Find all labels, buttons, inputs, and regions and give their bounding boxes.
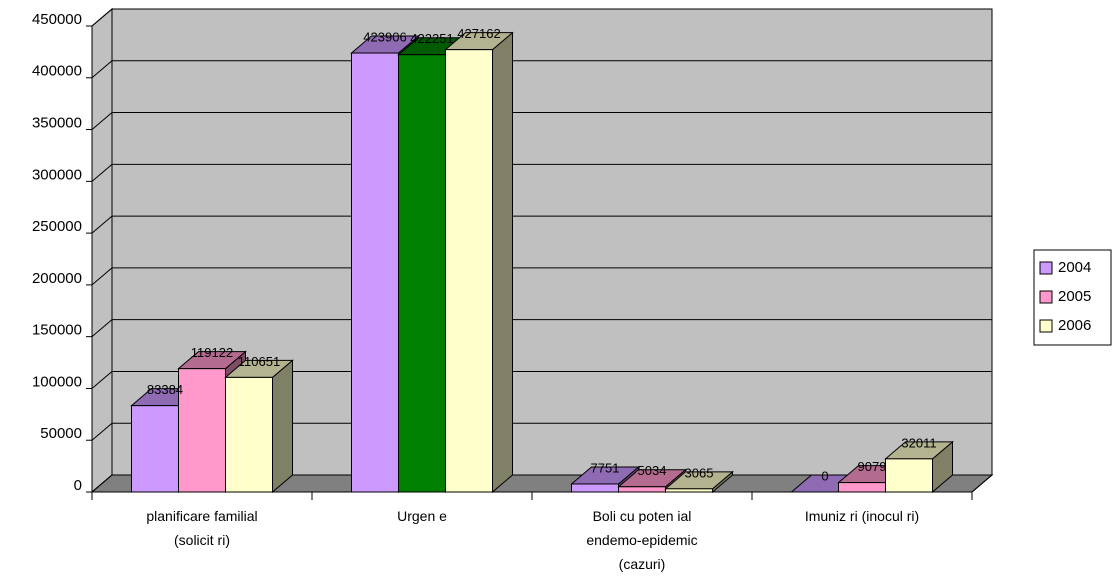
- y-tick-label: 300000: [32, 166, 82, 183]
- bar-side: [492, 31, 513, 494]
- bar: [885, 458, 933, 493]
- data-label: 3065: [685, 465, 714, 480]
- data-label: 83384: [147, 382, 183, 397]
- bar: [131, 405, 179, 493]
- data-label: 422251: [410, 31, 453, 46]
- y-tick-label: 100000: [32, 373, 82, 390]
- grid-line: [91, 370, 992, 389]
- x-tick-label: planificare familial (solicit ri): [146, 508, 258, 548]
- grid-line: [91, 112, 992, 130]
- y-tick-label: 200000: [32, 270, 82, 287]
- legend-swatch: [1039, 261, 1053, 275]
- bar: [445, 49, 493, 493]
- x-tick-label: Urgen e: [397, 508, 447, 524]
- grid-line: [91, 267, 992, 286]
- y-tick-label: 450000: [32, 11, 82, 28]
- bar: [665, 488, 713, 493]
- grid-line: [91, 215, 992, 234]
- grid-line: [91, 8, 992, 27]
- y-tick-label: 250000: [32, 218, 82, 235]
- x-tick-label: Boli cu poten ial endemo-epidemic (cazur…: [586, 508, 698, 572]
- y-tick-label: 150000: [32, 322, 82, 339]
- grid-line: [91, 422, 992, 441]
- y-tick-label: 50000: [40, 425, 82, 442]
- data-label: 32011: [901, 435, 936, 450]
- data-label: 5034: [638, 463, 667, 478]
- legend-label: 2006: [1058, 317, 1091, 334]
- data-label: 7751: [591, 460, 620, 475]
- grid-line: [91, 163, 992, 182]
- grid-line: [91, 60, 992, 79]
- y-tick-label: 0: [74, 477, 82, 494]
- data-label: 9079: [858, 459, 887, 474]
- y-tick-label: 400000: [32, 63, 82, 80]
- data-label: 0: [821, 468, 828, 483]
- grid-line: [91, 319, 992, 338]
- x-tick-label: Imuniz ri (inocul ri): [804, 508, 920, 524]
- x-axis-depth: [971, 474, 993, 493]
- y-tick-label: 350000: [32, 115, 82, 132]
- bar: [398, 54, 446, 493]
- bar: [351, 52, 399, 493]
- bar: [838, 482, 886, 493]
- data-label: 119122: [191, 345, 233, 360]
- data-label: 427162: [457, 26, 500, 41]
- bar: [225, 376, 273, 493]
- legend-swatch: [1039, 290, 1053, 304]
- data-label: 110651: [238, 354, 280, 369]
- data-label: 423906: [363, 29, 406, 44]
- bar: [571, 483, 619, 493]
- bar: [618, 486, 666, 493]
- bar: [178, 368, 226, 493]
- bar-side: [272, 359, 293, 494]
- side-wall: [91, 7, 113, 494]
- legend-label: 2005: [1058, 288, 1091, 305]
- legend-swatch: [1039, 319, 1053, 333]
- legend-label: 2004: [1058, 259, 1091, 276]
